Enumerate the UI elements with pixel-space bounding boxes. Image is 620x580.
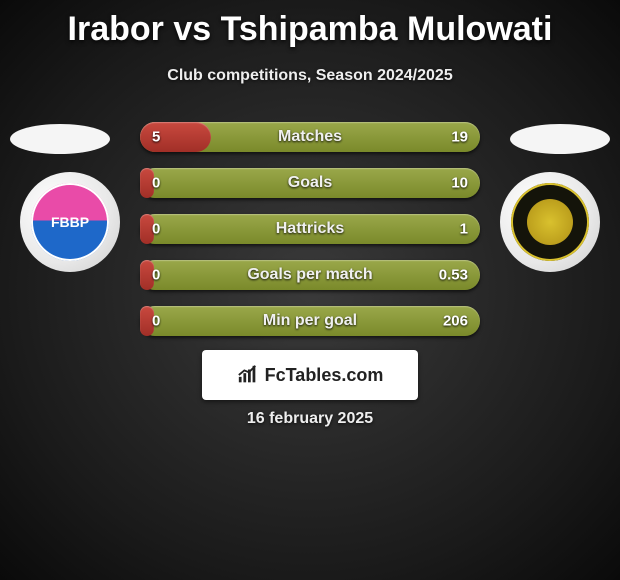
- date-text: 16 february 2025: [0, 410, 620, 428]
- stat-value-left: 0: [152, 221, 160, 238]
- page-title: Irabor vs Tshipamba Mulowati: [0, 0, 620, 49]
- club-badge-left-inner: FBBP: [31, 183, 109, 261]
- club-badge-right-inner: [511, 183, 589, 261]
- stat-bar: 0 Goals per match 0.53: [140, 260, 480, 290]
- chart-icon: [237, 364, 259, 386]
- stat-value-right: 1: [460, 221, 468, 238]
- club-crest-icon: [527, 199, 573, 245]
- stat-bar: 0 Goals 10: [140, 168, 480, 198]
- brand-text: FcTables.com: [265, 365, 384, 386]
- stat-value-right: 10: [451, 175, 468, 192]
- stat-value-left: 0: [152, 267, 160, 284]
- stat-bar: 0 Hattricks 1: [140, 214, 480, 244]
- stat-label: Goals: [288, 174, 332, 192]
- club-badge-left: FBBP: [20, 172, 120, 272]
- club-badge-right: [500, 172, 600, 272]
- flag-right: [510, 124, 610, 154]
- stat-label: Matches: [278, 128, 342, 146]
- brand-badge: FcTables.com: [202, 350, 418, 400]
- stat-value-left: 5: [152, 129, 160, 146]
- stat-bar: 0 Min per goal 206: [140, 306, 480, 336]
- stat-label: Min per goal: [263, 312, 357, 330]
- stat-value-right: 19: [451, 129, 468, 146]
- stat-label: Goals per match: [247, 266, 372, 284]
- stat-bar: 5 Matches 19: [140, 122, 480, 152]
- stats-bars: 5Matches190Goals100Hattricks10Goals per …: [140, 122, 480, 352]
- stat-value-right: 0.53: [439, 267, 468, 284]
- stat-value-left: 0: [152, 313, 160, 330]
- subtitle: Club competitions, Season 2024/2025: [0, 67, 620, 85]
- stat-bar-fill: [140, 122, 211, 152]
- stat-value-left: 0: [152, 175, 160, 192]
- stat-value-right: 206: [443, 313, 468, 330]
- stat-label: Hattricks: [276, 220, 344, 238]
- flag-left: [10, 124, 110, 154]
